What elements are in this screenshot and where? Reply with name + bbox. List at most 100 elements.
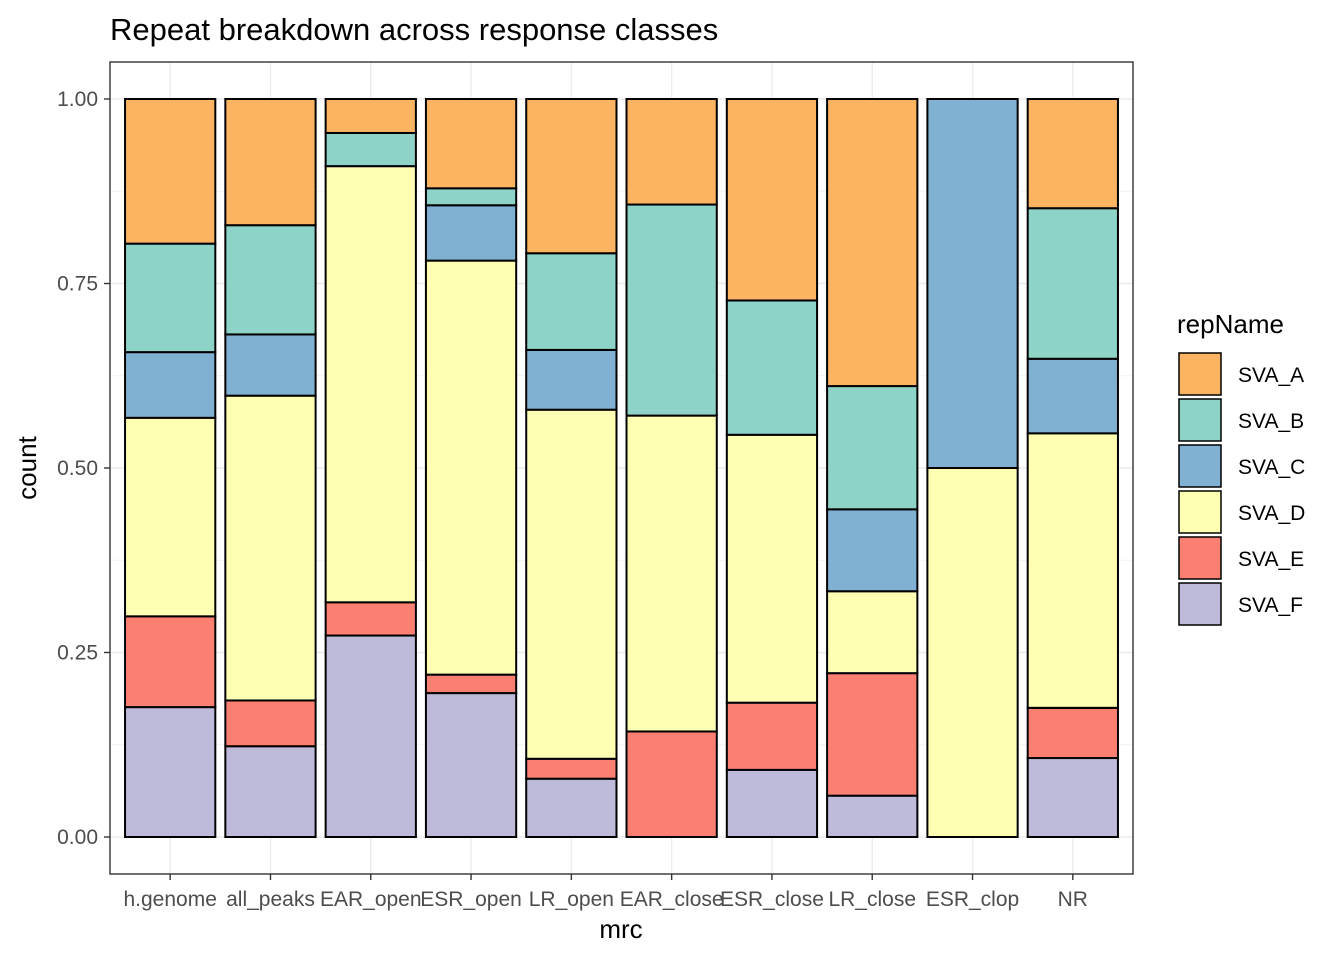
bar-segment-LR_open-SVA_F	[525, 777, 618, 838]
legend-title: repName	[1177, 309, 1284, 339]
bar-segment-NR-SVA_C	[1026, 357, 1119, 435]
bar-segment-ESR_open-SVA_A	[424, 98, 518, 190]
bar-segment-LR_close-SVA_D	[826, 590, 919, 675]
bar-segment-LR_close-SVA_E	[826, 672, 919, 797]
bar-segment-all_peaks-SVA_A	[224, 98, 317, 227]
bar-segment-all_peaks-SVA_B	[224, 224, 317, 336]
bar-segment-NR-SVA_B	[1026, 207, 1119, 360]
bar-segment-EAR_open-SVA_D	[324, 165, 417, 604]
bar-segment-NR-SVA_E	[1026, 706, 1119, 760]
bar-segment-all_peaks-SVA_C	[224, 333, 317, 397]
bar-segment-LR_close-SVA_F	[826, 794, 919, 838]
bar-segment-EAR_close-SVA_D	[625, 414, 718, 733]
bar-stack-all_peaks	[224, 98, 317, 839]
legend-label: SVA_B	[1238, 410, 1304, 433]
bar-segment-ESR_close-SVA_A	[725, 98, 819, 302]
bar-segment-NR-SVA_A	[1026, 98, 1119, 210]
bar-segment-LR_close-SVA_C	[826, 508, 919, 593]
chart-title: Repeat breakdown across response classes	[110, 12, 718, 47]
y-axis: 0.00 0.25 0.50 0.75 1.00	[57, 88, 110, 849]
x-axis-title: mrc	[599, 914, 642, 944]
bar-segment-LR_open-SVA_C	[525, 348, 618, 411]
bar-segment-ESR_close-SVA_B	[725, 299, 819, 436]
y-tick-label: 0.75	[57, 273, 98, 296]
bar-segment-ESR_open-SVA_F	[424, 692, 518, 839]
bar-segment-NR-SVA_F	[1026, 757, 1119, 838]
bar-segment-ESR_close-SVA_F	[725, 768, 819, 838]
bar-segment-ESR_close-SVA_E	[725, 701, 819, 771]
legend-item-SVA_E: SVA_E	[1178, 536, 1304, 580]
x-tick-label: EAR_open	[320, 888, 422, 911]
bar-segment-EAR_close-SVA_B	[625, 203, 718, 417]
y-tick-label: 0.00	[57, 826, 98, 849]
legend-label: SVA_D	[1238, 502, 1305, 525]
bar-segment-h.genome-SVA_C	[124, 351, 217, 419]
bar-segment-h.genome-SVA_E	[124, 615, 217, 709]
legend-item-SVA_C: SVA_C	[1178, 444, 1305, 488]
bar-stack-ESR_clop	[926, 98, 1019, 838]
bar-segment-ESR_clop-SVA_C	[926, 98, 1019, 469]
bar-stack-EAR_close	[625, 98, 718, 838]
bar-segment-EAR_close-SVA_E	[625, 730, 718, 838]
legend-label: SVA_E	[1238, 548, 1304, 571]
legend-swatch	[1178, 490, 1222, 534]
x-tick-label: LR_open	[529, 888, 614, 911]
x-tick-label: ESR_close	[720, 888, 824, 911]
bar-segment-ESR_clop-SVA_D	[926, 467, 1019, 838]
x-tick-label: LR_close	[828, 888, 916, 911]
legend: repName SVA_A SVA_B SVA_C SVA_D SVA_E SVA_F	[1177, 309, 1305, 626]
bar-segment-LR_close-SVA_B	[826, 385, 919, 511]
bar-segment-LR_close-SVA_A	[826, 98, 919, 388]
legend-swatch	[1178, 398, 1222, 442]
legend-label: SVA_F	[1238, 594, 1303, 617]
bar-segment-h.genome-SVA_B	[124, 242, 217, 354]
y-axis-title: count	[12, 435, 42, 499]
bar-stack-ESR_open	[424, 98, 518, 839]
bar-segment-h.genome-SVA_F	[124, 706, 217, 838]
bar-segment-EAR_open-SVA_E	[324, 601, 417, 637]
bar-segment-NR-SVA_D	[1026, 432, 1119, 709]
bar-stack-NR	[1026, 98, 1119, 838]
bar-segment-all_peaks-SVA_D	[224, 394, 317, 702]
bar-stack-LR_open	[525, 98, 618, 838]
bar-segment-h.genome-SVA_D	[124, 416, 217, 618]
bar-stack-ESR_close	[725, 98, 819, 838]
bar-segment-EAR_open-SVA_B	[324, 131, 417, 168]
bar-segment-LR_open-SVA_A	[525, 98, 618, 255]
bar-segment-ESR_open-SVA_B	[424, 187, 518, 207]
bar-segment-EAR_close-SVA_A	[625, 98, 718, 206]
legend-label: SVA_A	[1238, 364, 1304, 387]
bar-segment-EAR_open-SVA_F	[324, 634, 417, 838]
x-tick-label: all_peaks	[226, 888, 315, 911]
legend-swatch	[1178, 352, 1222, 396]
legend-item-SVA_B: SVA_B	[1178, 398, 1304, 442]
bar-segment-LR_open-SVA_B	[525, 252, 618, 351]
legend-swatch	[1178, 444, 1222, 488]
bar-segment-ESR_open-SVA_E	[424, 673, 518, 695]
bar-segment-LR_open-SVA_E	[525, 757, 618, 780]
y-tick-label: 0.25	[57, 642, 98, 665]
bar-segment-ESR_open-SVA_C	[424, 204, 518, 262]
y-tick-label: 1.00	[57, 88, 98, 111]
x-tick-label: h.genome	[123, 888, 216, 911]
bar-stack-LR_close	[826, 98, 919, 838]
bar-segment-LR_open-SVA_D	[525, 408, 618, 760]
legend-label: SVA_C	[1238, 456, 1305, 479]
x-tick-label: ESR_clop	[926, 888, 1019, 911]
legend-item-SVA_A: SVA_A	[1178, 352, 1304, 396]
bar-segment-all_peaks-SVA_F	[224, 745, 317, 839]
bar-segment-all_peaks-SVA_E	[224, 699, 317, 748]
bar-stack-h.genome	[124, 98, 217, 838]
bar-segment-ESR_close-SVA_D	[725, 433, 819, 704]
bar-segment-ESR_open-SVA_D	[424, 259, 518, 676]
x-tick-label: ESR_open	[420, 888, 522, 911]
y-tick-label: 0.50	[57, 457, 98, 480]
plot-panel	[109, 61, 1134, 875]
bar-segment-h.genome-SVA_A	[124, 98, 217, 245]
bar-stack-EAR_open	[324, 98, 417, 838]
legend-item-SVA_D: SVA_D	[1178, 490, 1305, 534]
legend-swatch	[1178, 536, 1222, 580]
x-tick-label: NR	[1058, 888, 1088, 911]
